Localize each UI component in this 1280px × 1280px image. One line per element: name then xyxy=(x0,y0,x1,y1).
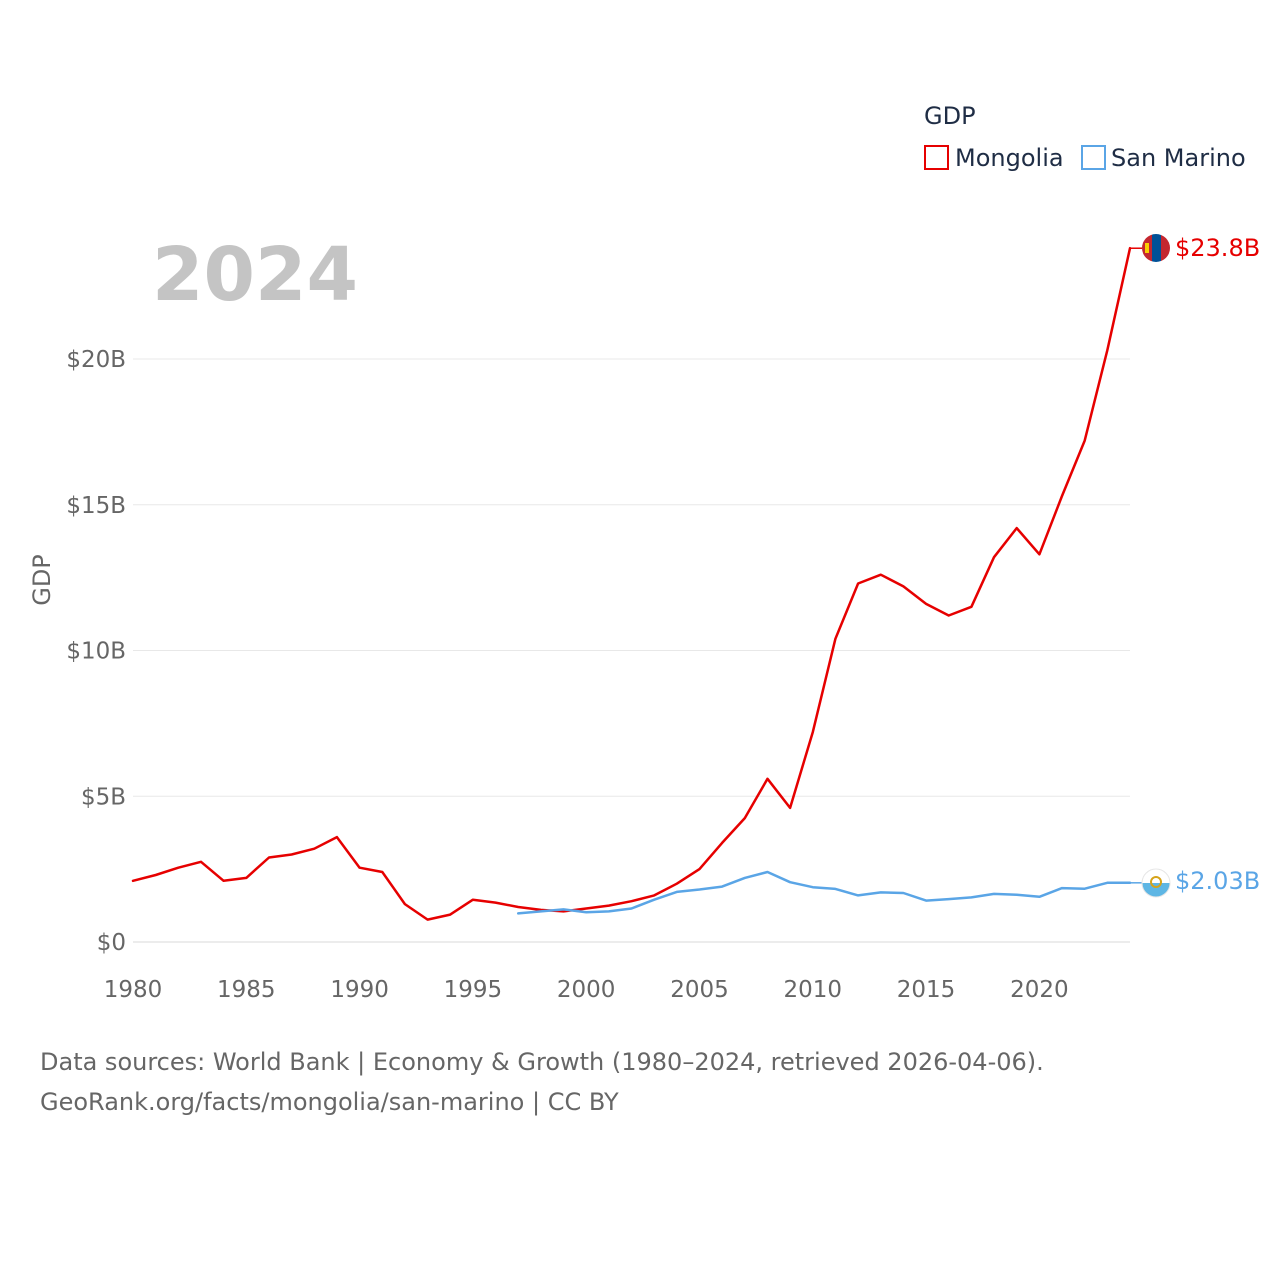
legend-label-san-marino[interactable]: San Marino xyxy=(1111,144,1246,172)
axis-layer: $0 $5B $10B $15B $20B 1980 1985 1990 1995 2000 200… xyxy=(66,347,1068,1003)
series-line-mongolia[interactable] xyxy=(131,246,1132,921)
x-tick-label: 1995 xyxy=(444,977,503,1003)
series-layer xyxy=(131,246,1142,921)
y-axis-title: GDP xyxy=(28,554,56,606)
data-sources-text: Data sources: World Bank | Economy & Gro… xyxy=(40,1048,1044,1076)
legend-swatch-mongolia[interactable] xyxy=(924,145,949,170)
footer: Data sources: World Bank | Economy & Gro… xyxy=(40,1042,1044,1122)
legend-title: GDP xyxy=(924,102,976,130)
legend-label-mongolia[interactable]: Mongolia xyxy=(955,144,1064,172)
x-tick-label: 2005 xyxy=(670,977,729,1003)
san-marino-flag-icon xyxy=(1141,868,1171,898)
legend-swatch-san-marino[interactable] xyxy=(1081,145,1106,170)
x-tick-label: 2020 xyxy=(1010,977,1069,1003)
mongolia-end-label: $23.8B xyxy=(1175,234,1260,262)
san-marino-end-label: $2.03B xyxy=(1175,867,1260,895)
y-tick-label: $0 xyxy=(97,930,126,956)
x-tick-label: 1985 xyxy=(217,977,276,1003)
year-watermark: 2024 xyxy=(152,232,358,318)
end-labels: $23.8B $2.03B xyxy=(1141,234,1260,898)
x-tick-label: 2015 xyxy=(897,977,956,1003)
x-tick-label: 1980 xyxy=(104,977,163,1003)
mongolia-flag-icon xyxy=(1142,234,1170,262)
x-tick-label: 1990 xyxy=(330,977,389,1003)
y-tick-label: $5B xyxy=(81,784,126,810)
grid-layer xyxy=(133,358,1130,943)
x-tick-label: 2010 xyxy=(783,977,842,1003)
y-tick-label: $10B xyxy=(66,639,126,665)
x-tick-label: 2000 xyxy=(557,977,616,1003)
y-tick-label: $15B xyxy=(66,493,126,519)
series-line-san-marino[interactable] xyxy=(516,870,1132,915)
source-url-text: GeoRank.org/facts/mongolia/san-marino | … xyxy=(40,1088,619,1116)
legend: GDP Mongolia San Marino xyxy=(924,102,1246,172)
y-tick-label: $20B xyxy=(66,347,126,373)
